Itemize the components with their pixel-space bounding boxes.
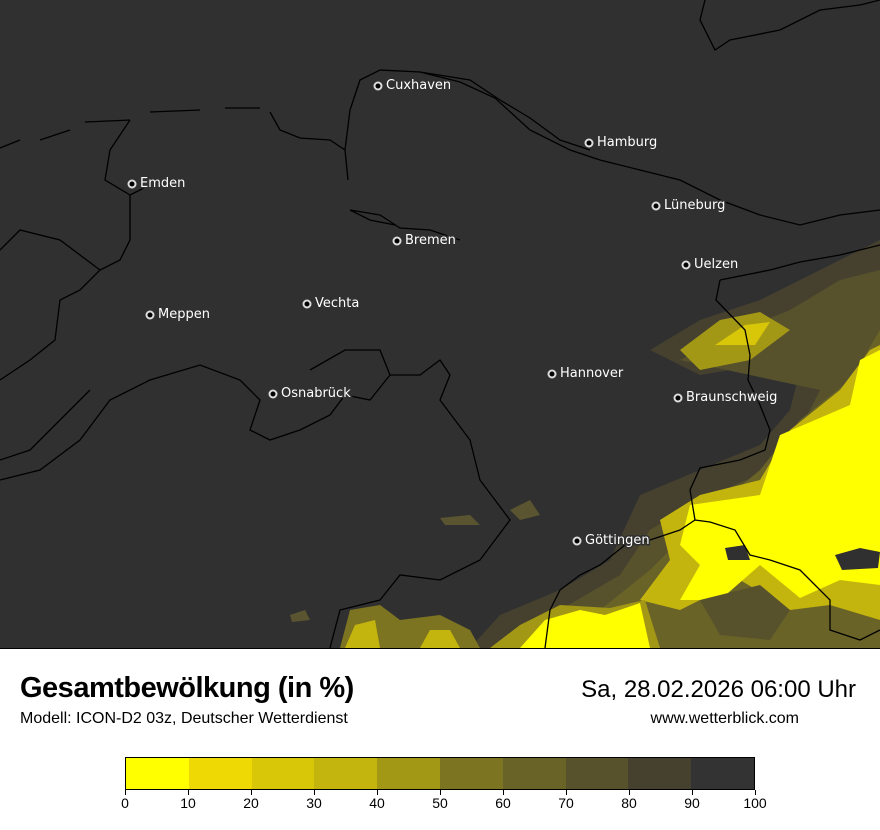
- website-link[interactable]: www.wetterblick.com: [650, 710, 799, 727]
- legend-tick-label: 60: [495, 795, 511, 811]
- legend-tick-label: 90: [684, 795, 700, 811]
- city-goettingen: Göttingen: [572, 532, 651, 550]
- city-label: Osnabrück: [281, 386, 351, 401]
- legend-swatch: [439, 758, 503, 789]
- legend-tick-label: 100: [743, 795, 767, 811]
- city-markers: Cuxhaven Hamburg Emden Lüneburg Bremen U…: [127, 77, 779, 550]
- legend-tick: [566, 790, 567, 795]
- legend-tick: [503, 790, 504, 795]
- city-cuxhaven: Cuxhaven: [373, 77, 453, 95]
- city-label: Vechta: [315, 296, 359, 311]
- legend-tick-label: 0: [121, 795, 129, 811]
- borders-and-coastlines: [0, 0, 880, 648]
- legend-swatch: [314, 758, 378, 789]
- cloud-cover-map: Cuxhaven Hamburg Emden Lüneburg Bremen U…: [0, 0, 880, 649]
- legend-tick-label: 30: [306, 795, 322, 811]
- legend-tick: [755, 790, 756, 795]
- city-meppen: Meppen: [145, 306, 211, 324]
- map-title: Gesamtbewölkung (in %): [20, 672, 354, 704]
- legend-tick: [692, 790, 693, 795]
- city-label: Bremen: [405, 233, 456, 248]
- city-braunschweig: Braunschweig: [673, 389, 779, 407]
- city-hannover: Hannover: [547, 365, 625, 383]
- city-bremen: Bremen: [392, 232, 457, 250]
- city-hamburg: Hamburg: [584, 134, 659, 152]
- legend-swatch: [251, 758, 315, 789]
- legend-swatch: [126, 758, 189, 789]
- legend-tick-label: 40: [369, 795, 385, 811]
- city-label: Göttingen: [585, 533, 650, 548]
- city-uelzen: Uelzen: [681, 256, 740, 274]
- city-label: Braunschweig: [686, 390, 777, 405]
- city-emden: Emden: [127, 175, 187, 193]
- legend-tick: [125, 790, 126, 795]
- model-info: Modell: ICON-D2 03z, Deutscher Wetterdie…: [20, 710, 348, 727]
- city-osnabrueck: Osnabrück: [268, 385, 353, 403]
- legend-tick-label: 80: [621, 795, 637, 811]
- city-label: Hamburg: [597, 135, 657, 150]
- city-lueneburg: Lüneburg: [651, 197, 727, 215]
- legend-tick-label: 50: [432, 795, 448, 811]
- legend-swatch: [377, 758, 440, 789]
- city-vechta: Vechta: [302, 295, 361, 313]
- city-label: Hannover: [560, 366, 624, 381]
- cloud-cover-field: [290, 240, 880, 648]
- city-label: Cuxhaven: [386, 78, 451, 93]
- color-legend-bar: [125, 757, 755, 790]
- legend-tick: [251, 790, 252, 795]
- legend-tick: [314, 790, 315, 795]
- city-label: Uelzen: [694, 257, 738, 272]
- city-label: Emden: [140, 176, 185, 191]
- legend-swatch: [502, 758, 566, 789]
- legend-tick-label: 70: [558, 795, 574, 811]
- legend-swatch: [628, 758, 692, 789]
- legend-tick: [440, 790, 441, 795]
- city-label: Lüneburg: [664, 198, 725, 213]
- legend-tick: [629, 790, 630, 795]
- legend-tick-label: 20: [243, 795, 259, 811]
- legend-swatch: [188, 758, 252, 789]
- legend-swatch: [565, 758, 629, 789]
- forecast-datetime: Sa, 28.02.2026 06:00 Uhr: [581, 676, 856, 703]
- legend-tick-label: 10: [180, 795, 196, 811]
- city-label: Meppen: [158, 307, 210, 322]
- legend-tick: [377, 790, 378, 795]
- legend-tick: [188, 790, 189, 795]
- legend-swatch: [691, 758, 754, 789]
- color-legend-ticks: 0 10 20 30 40 50 60 70 80 90 100: [121, 790, 767, 820]
